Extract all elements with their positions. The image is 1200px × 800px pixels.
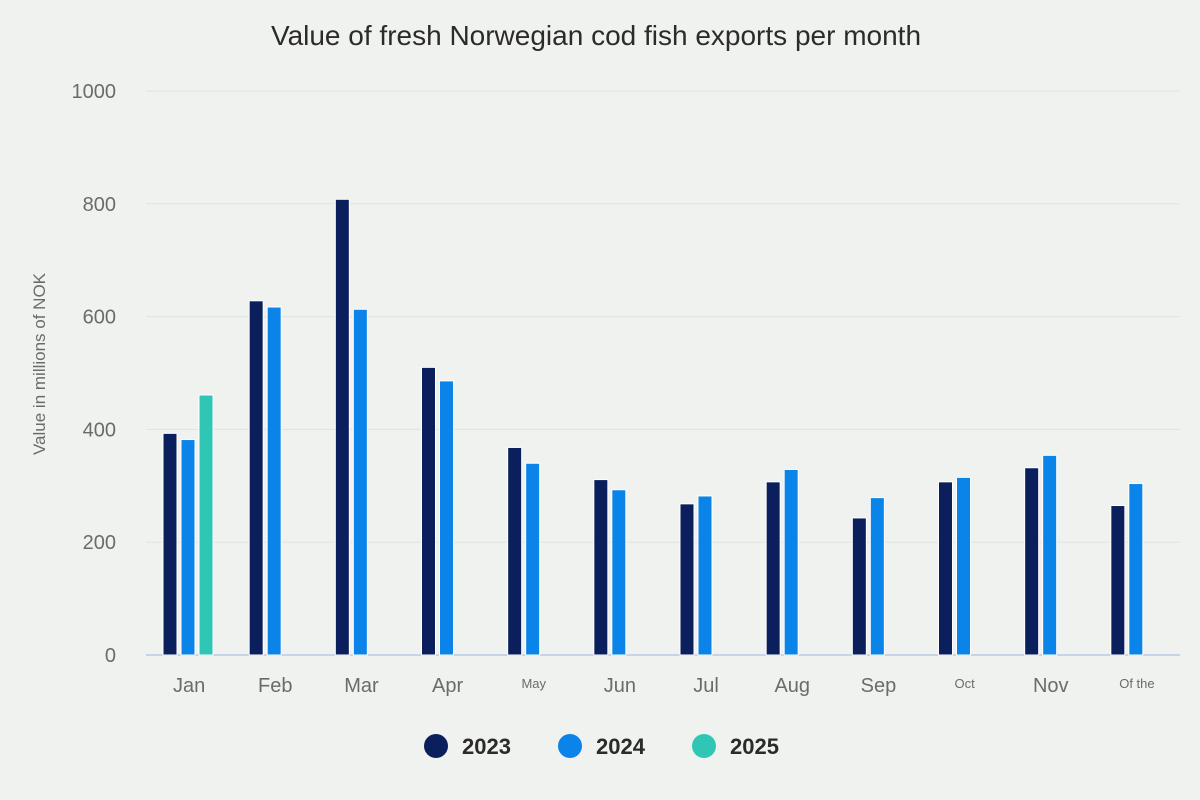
bar-sep-2023[interactable] — [851, 517, 867, 656]
legend-swatch — [692, 734, 716, 758]
bar-may-2023[interactable] — [507, 446, 523, 656]
y-tick-label: 200 — [83, 532, 116, 554]
bar-of-the-2024[interactable] — [1128, 483, 1144, 656]
legend-swatch — [424, 734, 448, 758]
y-tick-label: 0 — [105, 645, 116, 667]
y-axis-label: Value in millions of NOK — [30, 272, 49, 455]
x-tick-label: Nov — [1033, 675, 1069, 697]
legend-label: 2025 — [730, 734, 779, 759]
x-tick-label: Jul — [693, 675, 719, 697]
legend-item-2024[interactable]: 2024 — [558, 734, 646, 759]
bar-oct-2023[interactable] — [938, 481, 953, 656]
y-tick-label: 1000 — [72, 81, 117, 103]
x-tick-label: Feb — [258, 675, 292, 697]
bar-nov-2024[interactable] — [1042, 454, 1058, 656]
bar-mar-2024[interactable] — [352, 308, 368, 656]
y-tick-label: 800 — [83, 194, 116, 216]
bar-jul-2024[interactable] — [697, 495, 713, 656]
legend-label: 2023 — [462, 734, 511, 759]
bar-jun-2024[interactable] — [611, 489, 627, 656]
x-tick-label: May — [521, 676, 546, 691]
bar-aug-2024[interactable] — [783, 468, 799, 656]
bar-mar-2023[interactable] — [334, 198, 350, 656]
bar-jan-2023[interactable] — [162, 432, 178, 656]
bar-nov-2023[interactable] — [1024, 467, 1040, 656]
bar-may-2024[interactable] — [525, 462, 541, 656]
y-axis-ticks: 0 200 400 600 800 1000 — [72, 81, 117, 667]
x-tick-label: Oct — [954, 676, 975, 691]
bars — [162, 198, 1144, 656]
legend-swatch — [558, 734, 582, 758]
x-tick-label: Jun — [604, 675, 636, 697]
bar-jun-2023[interactable] — [593, 479, 609, 656]
bar-oct-2024[interactable] — [956, 476, 971, 656]
x-tick-label: Of the — [1119, 676, 1154, 691]
chart-title: Value of fresh Norwegian cod fish export… — [271, 20, 921, 51]
x-tick-label: Mar — [344, 675, 379, 697]
bar-feb-2024[interactable] — [266, 306, 282, 656]
legend-item-2023[interactable]: 2023 — [424, 734, 511, 759]
x-tick-label: Jan — [173, 675, 205, 697]
bar-of-the-2023[interactable] — [1110, 505, 1126, 656]
legend[interactable]: 2023 2024 2025 — [424, 734, 779, 759]
legend-label: 2024 — [596, 734, 646, 759]
bar-jan-2024[interactable] — [180, 439, 196, 656]
bar-apr-2023[interactable] — [421, 366, 436, 656]
bar-jul-2023[interactable] — [679, 503, 695, 656]
y-tick-label: 600 — [83, 307, 116, 329]
y-tick-label: 400 — [83, 419, 116, 441]
bar-sep-2024[interactable] — [869, 497, 885, 656]
bar-aug-2023[interactable] — [765, 481, 781, 656]
x-tick-label: Sep — [861, 675, 897, 697]
x-axis-ticks: Jan Feb Mar Apr May Jun Jul Aug Sep Oct Nov Of the — [173, 675, 1155, 697]
legend-item-2025[interactable]: 2025 — [692, 734, 779, 759]
gridlines — [146, 90, 1180, 656]
bar-apr-2024[interactable] — [439, 380, 454, 656]
x-tick-label: Aug — [774, 675, 810, 697]
x-tick-label: Apr — [432, 675, 463, 697]
bar-jan-2025[interactable] — [198, 394, 214, 656]
bar-feb-2023[interactable] — [248, 300, 264, 656]
